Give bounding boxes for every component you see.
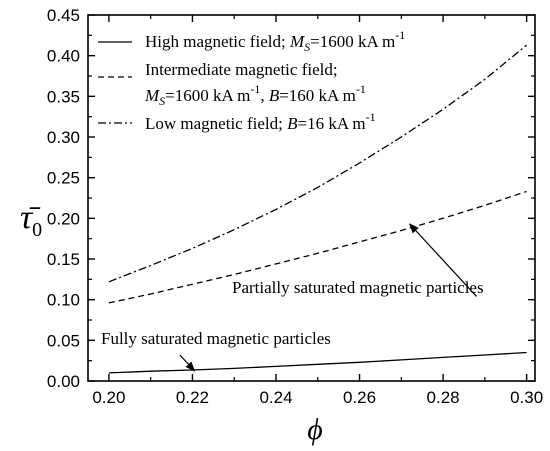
legend-label-2: Intermediate magnetic field; (145, 60, 338, 79)
annotation-arrow-1 (408, 223, 477, 297)
annotation-label-1: Partially saturated magnetic particles (232, 278, 484, 297)
y-tick-label: 0.10 (47, 291, 80, 310)
legend-label-1: High magnetic field; MS=1600 kA m-1 (145, 28, 405, 54)
series-line-1 (108, 351, 527, 374)
x-tick-label: 0.28 (427, 388, 460, 407)
y-tick-label: 0.05 (47, 331, 80, 350)
x-tick-label: 0.22 (176, 388, 209, 407)
legend-text-part: -1 (250, 82, 260, 96)
legend-text-part: -1 (366, 110, 376, 124)
legend-text-part: M (144, 86, 160, 105)
x-tick-label: 0.30 (510, 388, 543, 407)
legend-text-part: -1 (356, 82, 366, 96)
data-series (108, 44, 528, 374)
annotation-arrow-2 (179, 354, 196, 372)
legend-text-part: Intermediate magnetic field; (145, 60, 338, 79)
legend-text-part: Low magnetic field; (145, 114, 287, 133)
y-tick-label: 0.25 (47, 169, 80, 188)
y-tick-label: 0.30 (47, 128, 80, 147)
y-tick-label: 0.35 (47, 87, 80, 106)
y-axis-title: τ̄0 (20, 199, 42, 241)
legend-text-part: -1 (395, 28, 405, 42)
legend-text-part: B (269, 86, 280, 105)
y-tick-label: 0.00 (47, 372, 80, 391)
x-tick-label: 0.26 (343, 388, 376, 407)
legend-text-part: S (304, 40, 310, 54)
legend-label-3: Low magnetic field; B=16 kA m-1 (145, 110, 376, 133)
legend-text-part: =16 kA m (297, 114, 365, 133)
axis-ticks: 0.20 0.22 0.24 0.26 0.28 0.30 0.00 0.05 0.10 0.15… (47, 6, 543, 407)
annotations: Partially saturated magnetic particles Fu… (101, 223, 484, 372)
legend-text-part: =160 kA m (279, 86, 356, 105)
legend-label-2: MS=1600 kA m-1, B=160 kA m-1 (144, 82, 366, 108)
y-axis-title-subscript: 0 (32, 219, 42, 241)
legend: High magnetic field; MS=1600 kA m-1Inter… (98, 28, 405, 133)
legend-text-part: =1600 kA m (165, 86, 250, 105)
legend-text-part: High magnetic field; (145, 32, 290, 51)
x-axis-title: ϕ (307, 413, 323, 446)
legend-text-part: , (260, 86, 269, 105)
series-line-2 (108, 190, 527, 304)
y-tick-label: 0.20 (47, 209, 80, 228)
annotation-label-2: Fully saturated magnetic particles (101, 329, 331, 348)
y-tick-label: 0.15 (47, 250, 80, 269)
legend-text-part: S (159, 94, 165, 108)
legend-text-part: M (289, 32, 305, 51)
series-line-3 (108, 44, 528, 283)
legend-text-part: =1600 kA m (310, 32, 395, 51)
legend-text-part: B (287, 114, 298, 133)
y-tick-label: 0.45 (47, 6, 80, 25)
y-tick-label: 0.40 (47, 47, 80, 66)
x-tick-label: 0.24 (259, 388, 292, 407)
x-tick-label: 0.20 (92, 388, 125, 407)
